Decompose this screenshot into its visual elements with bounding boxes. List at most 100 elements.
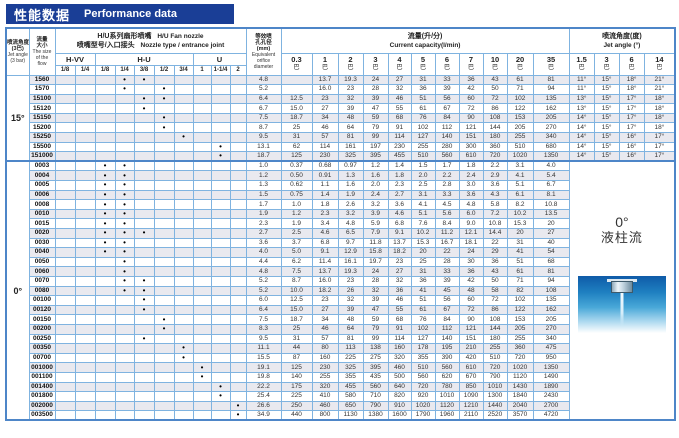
flow-value: 27 [387, 74, 412, 86]
flow-value: 64 [337, 122, 364, 134]
orifice-value: 4.0 [245, 247, 282, 258]
nozzle-availability-dot [173, 247, 194, 258]
table-row-15150: 15150 • 7.5 18.7 34 48 59 68 76 84 90 108 153 205 14° 1… [6, 112, 676, 124]
flow-value: 114 [387, 132, 412, 143]
nozzle-availability-dot [229, 391, 247, 402]
flow-value: 3.3 [434, 189, 460, 201]
flow-value: 61 [506, 74, 534, 86]
flow-value: 9.0 [458, 218, 484, 229]
flow-value: 4720 [532, 410, 570, 421]
flow-code: 15150 [28, 112, 56, 124]
flow-value: 950 [532, 352, 570, 364]
flow-value: 255 [410, 141, 436, 153]
jet-angle-value: 14° [568, 151, 595, 162]
flow-code: 00200 [28, 323, 56, 335]
nozzle-availability-dot [133, 180, 155, 191]
nozzle-availability-dot [229, 275, 247, 287]
flow-value: 32 [387, 275, 412, 287]
flow-value: 81 [337, 132, 364, 143]
nozzle-availability-dot [153, 343, 175, 354]
nozzle-availability-dot [74, 275, 96, 287]
nozzle-availability-dot [229, 295, 247, 306]
nozzle-availability-dot [54, 391, 76, 402]
flow-value: 11.4 [311, 256, 339, 268]
flow-value: 4.8 [458, 199, 484, 210]
flow-value: 80 [311, 343, 339, 354]
jet-angle-value: 17° [618, 103, 645, 114]
nozzle-availability-dot [153, 160, 175, 172]
nozzle-availability-dot [153, 247, 175, 258]
nozzle-availability-dot: • [114, 247, 135, 258]
flow-value: 34 [311, 112, 339, 124]
orifice-value: 1.5 [245, 189, 282, 201]
nozzle-availability-dot [133, 160, 155, 172]
flow-value: 7.2 [482, 208, 508, 220]
nozzle-availability-dot [114, 103, 135, 114]
nozzle-availability-dot [210, 132, 231, 143]
nozzle-availability-dot [74, 151, 96, 162]
flow-code: 0004 [28, 170, 56, 182]
flow-value: 13.5 [532, 208, 570, 220]
nozzle-availability-dot [173, 314, 194, 325]
flow-value: 270 [532, 323, 570, 335]
flow-value: 161 [337, 141, 364, 153]
flow-value: 36 [410, 275, 436, 287]
jet-angle-value: 18° [618, 74, 645, 86]
nozzle-availability-dot [229, 151, 247, 162]
flow-value: 1.7 [434, 160, 460, 172]
flow-value: 720 [482, 151, 508, 162]
nozzle-availability-dot [94, 256, 116, 268]
table-row-0070: 0070 • • 5.2 8.7 16.0 23 28 32 36 39 42 50 71 94 [6, 275, 675, 287]
group-jet-angle-label: 0° [5, 160, 30, 421]
flow-value: 1.5 [410, 160, 436, 172]
flow-value: 153 [506, 112, 534, 124]
orifice-value: 6.4 [245, 304, 282, 316]
flow-code: 1570 [28, 84, 56, 95]
flow-value: 82 [506, 285, 534, 297]
flow-value: 6.8 [387, 218, 412, 229]
nozzle-availability-dot [173, 103, 194, 114]
jet-angle-value: 15° [593, 93, 620, 105]
nozzle-availability-dot [133, 208, 155, 220]
nozzle-availability-dot [94, 122, 116, 134]
flow-value: 18.2 [311, 285, 339, 297]
nozzle-availability-dot [133, 151, 155, 162]
flow-value: 11.2 [434, 228, 460, 239]
nozzle-availability-dot [114, 151, 135, 162]
flow-value: 2.2 [482, 160, 508, 172]
flow-value: 5.0 [280, 247, 313, 258]
nozzle-availability-dot: • [133, 304, 155, 316]
nozzle-availability-dot [229, 266, 247, 277]
nozzle-availability-dot [229, 228, 247, 239]
flow-value: 102 [410, 323, 436, 335]
flow-value: 19.3 [337, 266, 364, 277]
flow-code: 151000 [28, 151, 56, 162]
flow-value: 48 [458, 285, 484, 297]
orifice-value: 5.2 [245, 275, 282, 287]
flow-value: 20 [506, 228, 534, 239]
flow-value: 135 [532, 93, 570, 105]
flow-value: 39 [434, 275, 460, 287]
flow-value: 160 [387, 343, 412, 354]
flow-value: 2.4 [362, 189, 389, 201]
flow-value: 275 [362, 352, 389, 364]
nozzle-availability-dot [173, 180, 194, 191]
flow-value: 4.6 [311, 228, 339, 239]
flow-value: 12.5 [280, 295, 313, 306]
flow-value: 1960 [434, 410, 460, 421]
flow-value: 60 [458, 295, 484, 306]
flow-value: 390 [434, 352, 460, 364]
group-jet-angle-label: 15° [5, 74, 30, 162]
flow-value: 1.8 [311, 199, 339, 210]
nozzle-availability-dot [54, 228, 76, 239]
nozzle-availability-dot [210, 189, 231, 201]
flow-value: 1600 [387, 410, 412, 421]
flow-value: 1.0 [280, 199, 313, 210]
jet-angle-value: 18° [643, 112, 676, 124]
flow-value: 84 [434, 112, 460, 124]
jet-angle-value: 14° [568, 122, 595, 134]
flow-value: 2.6 [337, 199, 364, 210]
flow-value: 84 [434, 314, 460, 325]
